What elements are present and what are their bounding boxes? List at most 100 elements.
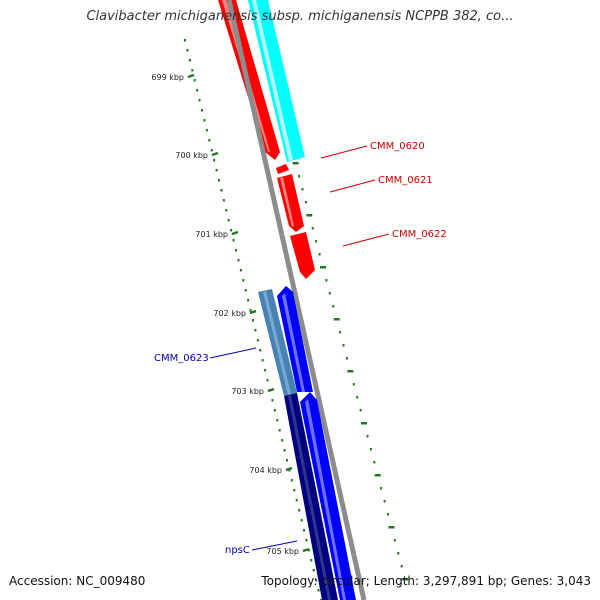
outer-dot [380,487,383,490]
inner-dot [298,509,301,512]
inner-dot [227,219,230,222]
outer-dot [402,578,409,581]
inner-dot [310,559,313,562]
inner-dot [222,199,225,202]
ruler-tick [302,547,310,553]
ruler-tick [231,230,239,236]
ruler-label: 701 kbp [195,230,228,239]
inner-dot [286,459,288,462]
outer-dot [306,214,313,217]
inner-dot [254,329,257,332]
inner-dot [295,499,298,502]
outer-dot [332,305,335,308]
inner-dot [235,249,237,252]
label-cmm-0621[interactable]: CMM_0621 [378,175,433,186]
inner-dot [315,579,318,582]
inner-dot [184,39,186,42]
inner-dot [242,279,245,282]
label-cmm-0620[interactable]: CMM_0620 [370,141,425,152]
ruler-tick [187,73,195,79]
outer-dot [366,435,369,438]
outer-dot [292,162,299,165]
gene-blue-highlight [282,293,305,392]
outer-dot [311,227,314,230]
outer-dot [383,500,386,503]
outer-dot [325,279,328,282]
outer-dot [315,240,318,243]
inner-dot [188,59,191,62]
ruler-label: 700 kbp [175,151,208,160]
outer-dot [339,331,342,334]
inner-dot [305,539,308,542]
outer-dot [304,201,307,204]
inner-dot [239,269,242,272]
inner-dot [208,139,211,142]
outer-dot [345,357,348,360]
inner-dot [312,569,315,572]
inner-dot [232,239,235,242]
ruler-label: 705 kbp [266,547,299,556]
outer-dot [328,292,331,295]
outer-dot [388,526,395,529]
outer-dot [347,370,354,373]
topology-summary: Topology: circular; Length: 3,297,891 bp… [261,574,591,588]
outer-dot [373,461,376,464]
label-npsc[interactable]: npsC [225,545,250,556]
ruler-tick [285,466,293,472]
inner-dot [290,479,293,482]
inner-dot [252,319,254,322]
outer-dot [333,318,340,321]
outer-dot [352,383,355,386]
outer-dot [342,344,345,347]
inner-dot [230,229,233,232]
inner-dot [193,79,196,82]
outer-dot [298,175,301,178]
inner-dot [213,159,216,162]
inner-dot [293,489,296,492]
outer-dot [301,188,304,191]
inner-dot [249,309,252,312]
inner-dot [283,449,286,452]
gene-cmm-0623-highlight [263,291,291,395]
label-leaders [209,145,390,551]
gene-blue-highlight-2 [305,399,346,600]
ruler-tick [249,309,257,315]
inner-dot [317,589,320,592]
ruler-tick [267,387,275,393]
map-title: Clavibacter michiganensis subsp. michiga… [86,9,514,24]
inner-dot [256,339,259,342]
label-cmm-0623[interactable]: CMM_0623 [154,353,209,364]
outer-dot [356,396,359,399]
label-cmm-0622[interactable]: CMM_0622 [392,229,447,240]
outer-dot [400,565,403,568]
outer-dot [361,422,368,425]
inner-dot [271,399,274,402]
outer-dot [320,266,326,269]
inner-dot [218,179,220,182]
inner-dot [259,349,262,352]
inner-dot [288,469,291,472]
inner-dot [215,169,218,172]
outer-dot [393,539,396,542]
inner-dot [264,369,267,372]
inner-dot [186,49,189,52]
inner-dot [261,359,264,362]
gene-cmm-0622-b[interactable] [290,232,315,279]
gene-cmm-0621[interactable] [276,164,289,174]
inner-dot [273,409,276,412]
inner-dot [244,289,247,292]
inner-dot [201,109,203,112]
gene-npsc-highlight [288,395,331,600]
gene-npsc[interactable] [284,393,338,600]
inner-dot [203,119,206,122]
outer-dot [359,409,362,412]
ruler-tick [211,151,219,157]
outer-dot [374,474,381,477]
inner-dot [276,419,279,422]
inner-dot [237,259,240,262]
inner-dot [281,439,284,442]
ruler-label: 704 kbp [249,466,282,475]
outer-dot [397,552,400,555]
